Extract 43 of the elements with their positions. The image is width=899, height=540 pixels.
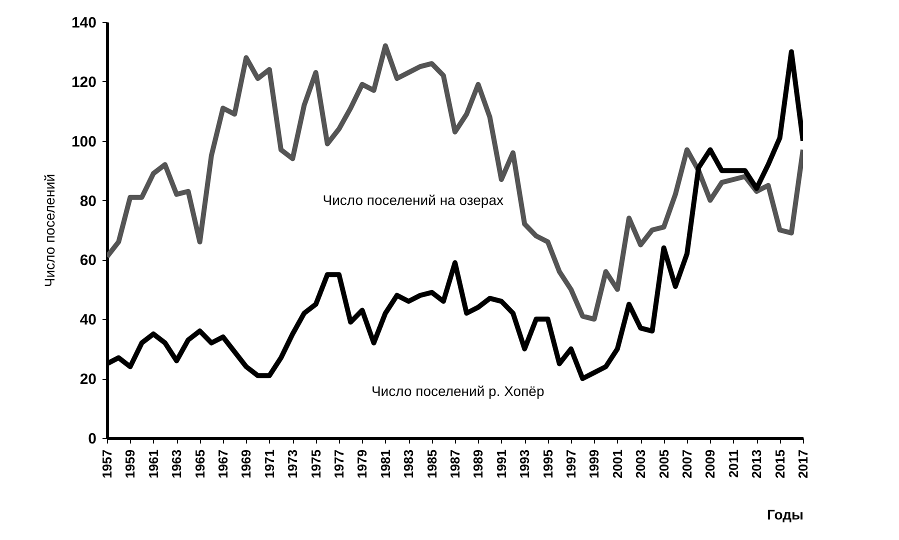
- x-tick-label: 1961: [146, 450, 161, 478]
- y-tick-label: 60: [80, 252, 96, 270]
- y-tick-label: 40: [80, 312, 96, 329]
- x-tick-label: 1969: [238, 450, 254, 478]
- x-tick-label: 1985: [424, 450, 440, 478]
- x-tick-label: 1963: [169, 450, 184, 478]
- series-label: Число поселений на озерах: [322, 192, 504, 208]
- x-tick-label: 1975: [308, 450, 324, 478]
- x-tick-label: 2011: [726, 450, 741, 478]
- x-tick-label: 2017: [796, 450, 810, 478]
- y-tick-label: 20: [80, 371, 96, 388]
- x-tick-label: 1997: [564, 450, 578, 478]
- x-tick-label: 2009: [702, 450, 718, 478]
- x-tick-label: 1959: [122, 450, 138, 478]
- x-tick-label: 1973: [285, 450, 300, 478]
- y-tick-label: 0: [88, 430, 96, 448]
- x-tick-label: 1983: [401, 450, 416, 478]
- x-tick-label: 2007: [680, 450, 694, 478]
- y-tick-label: 120: [71, 74, 96, 91]
- x-tick-label: 1965: [192, 450, 208, 478]
- x-tick-label: 2013: [749, 450, 764, 478]
- x-tick-label: 1981: [378, 450, 393, 478]
- y-axis-title: Число поселений: [41, 174, 58, 288]
- x-tick-label: 1967: [216, 450, 230, 478]
- x-tick-label: 1987: [448, 450, 462, 478]
- x-tick-label: 2001: [610, 450, 625, 478]
- x-tick-label: 1971: [262, 450, 277, 478]
- x-tick-label: 2005: [656, 450, 672, 478]
- x-tick-label: 1991: [494, 450, 509, 478]
- x-tick-label: 2003: [633, 450, 648, 478]
- x-tick-label: 1993: [517, 450, 532, 478]
- x-tick-label: 1989: [470, 450, 486, 478]
- x-tick-label: 2015: [772, 450, 788, 478]
- y-tick-label: 80: [80, 192, 96, 210]
- x-tick-label: 1995: [540, 450, 556, 478]
- x-axis-title: Годы: [767, 506, 804, 522]
- x-tick-label: 1977: [332, 450, 346, 478]
- y-tick-label: 140: [71, 14, 96, 32]
- x-tick-label: 1957: [100, 450, 114, 478]
- series-label: Число поселений р. Хопёр: [371, 383, 544, 400]
- y-tick-label: 100: [71, 133, 96, 150]
- x-tick-label: 1979: [354, 450, 370, 478]
- x-tick-label: 1999: [586, 450, 602, 478]
